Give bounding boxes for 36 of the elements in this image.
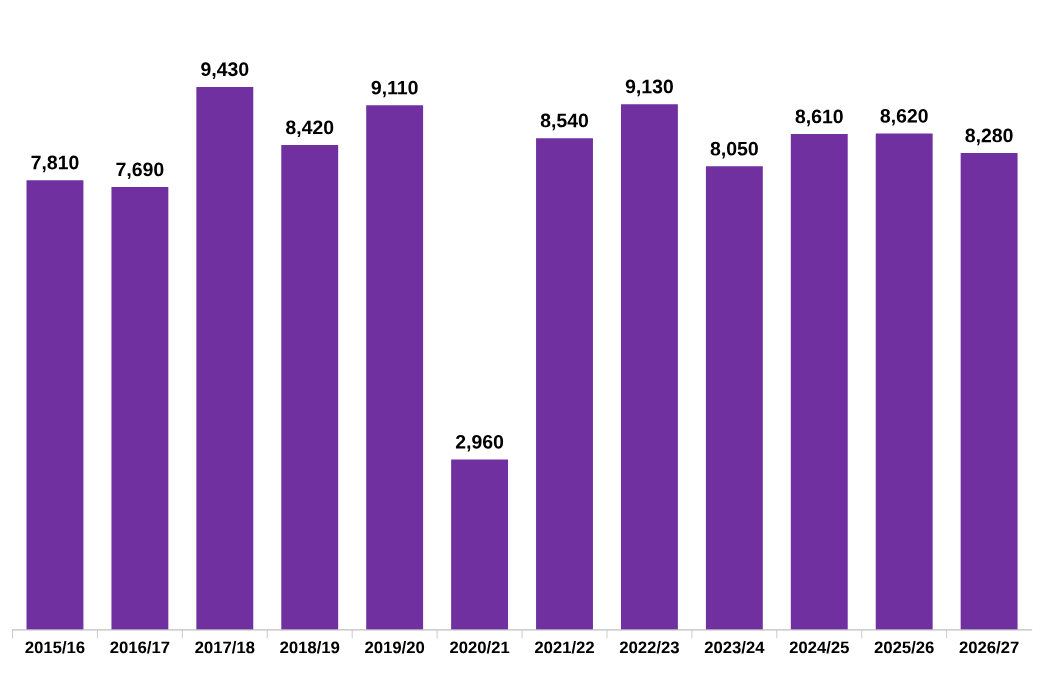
x-tick-label: 2015/16 [25,641,85,654]
bar [366,105,424,630]
bar [960,153,1018,630]
x-tick-label: 2024/25 [789,641,849,654]
data-label: 8,540 [540,113,589,131]
x-tick-label: 2023/24 [704,641,765,654]
bar [451,459,509,630]
x-tick-label: 2021/22 [534,641,594,654]
data-label: 8,420 [286,120,334,138]
x-tick-label: 2017/18 [195,641,255,654]
data-label: 9,130 [625,79,673,97]
data-label: 7,810 [31,155,79,173]
data-label: 9,110 [371,80,418,98]
bar [790,134,848,630]
x-tick-label: 2019/20 [365,641,425,654]
data-label: 7,690 [116,162,164,180]
bar [620,104,678,630]
x-tick-label: 2018/19 [280,641,340,654]
bar [26,180,84,630]
x-tick-label: 2026/27 [959,641,1019,654]
data-label: 8,620 [880,108,928,126]
bar [536,138,593,630]
bar [196,86,254,630]
bar [281,145,339,630]
data-label: 8,610 [795,109,843,127]
data-label: 8,050 [710,141,758,159]
data-label: 2,960 [455,434,504,452]
x-tick-label: 2020/21 [450,641,510,654]
x-tick-label: 2022/23 [619,641,679,654]
data-label: 8,280 [965,128,1013,146]
x-tick-label: 2016/17 [110,641,170,654]
x-tick-label: 2025/26 [874,641,934,654]
data-label: 9,430 [201,62,249,79]
bar [705,166,763,630]
bar [111,187,169,630]
bar [875,133,933,630]
